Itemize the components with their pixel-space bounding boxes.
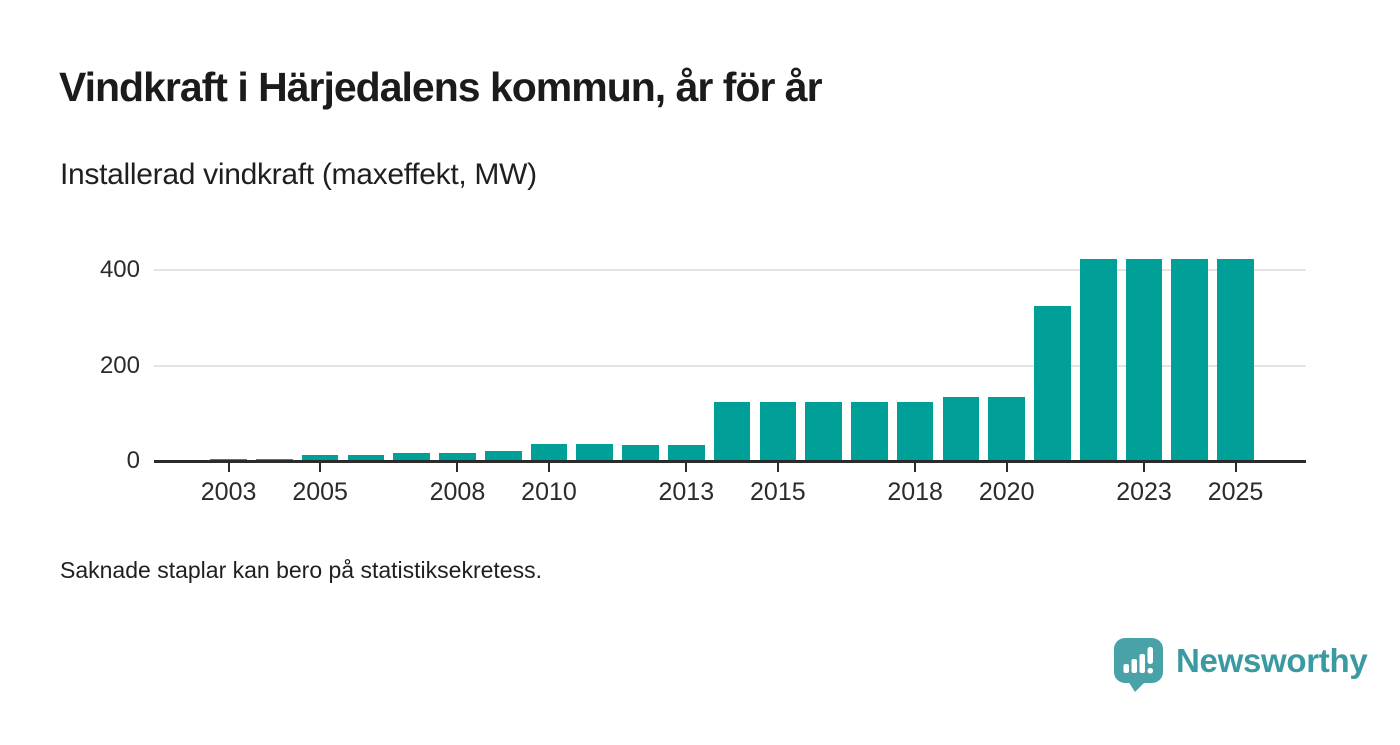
- x-tick-2018: [914, 462, 917, 472]
- footnote: Saknade staplar kan bero på statistiksek…: [60, 557, 542, 583]
- x-tick-2013: [685, 462, 688, 472]
- newsworthy-logo-text: Newsworthy: [1176, 642, 1368, 679]
- x-axis-label-2023: 2023: [1116, 478, 1172, 506]
- bar-2023: [1125, 259, 1163, 461]
- bar-2018: [896, 401, 934, 461]
- x-axis-label-2003: 2003: [200, 478, 257, 506]
- bar-2025: [1217, 259, 1254, 461]
- bar-2020: [988, 397, 1025, 461]
- x-tick-2003: [227, 462, 230, 472]
- x-tick-2023: [1143, 462, 1145, 472]
- bar-2009: [484, 451, 522, 461]
- x-axis-label-2015: 2015: [750, 478, 806, 506]
- bar-2017: [851, 401, 888, 461]
- x-axis-line: [154, 459, 1306, 463]
- bar-2010: [530, 444, 568, 461]
- newsworthy-logo-icon: [1114, 638, 1163, 692]
- x-tick-2015: [776, 462, 779, 472]
- gridline-200: [154, 364, 1306, 367]
- chart-title: Vindkraft i Härjedalens kommun, år för å…: [59, 64, 823, 110]
- bar-2007: [393, 452, 430, 461]
- bar-2021: [1034, 306, 1071, 461]
- x-tick-2010: [547, 462, 550, 472]
- y-axis-label-0: 0: [126, 447, 140, 474]
- bar-2013: [668, 444, 705, 461]
- bar-2015: [759, 401, 797, 461]
- x-axis-label-2008: 2008: [429, 478, 486, 506]
- bar-2005: [301, 454, 339, 461]
- x-tick-2020: [1005, 462, 1008, 472]
- x-axis-label-2013: 2013: [658, 478, 715, 506]
- x-axis-label-2018: 2018: [887, 478, 943, 506]
- y-axis-label-200: 200: [99, 351, 140, 379]
- bar-2022: [1079, 259, 1117, 461]
- x-axis-label-2005: 2005: [292, 478, 348, 506]
- bar-2012: [622, 444, 659, 461]
- bar-2024: [1171, 259, 1209, 461]
- bar-2011: [576, 444, 614, 461]
- x-tick-2025: [1234, 462, 1237, 472]
- gridline-400: [154, 269, 1306, 271]
- x-axis-label-2020: 2020: [978, 478, 1035, 506]
- x-tick-2008: [456, 462, 459, 472]
- bar-2014: [713, 401, 751, 461]
- x-tick-2005: [319, 462, 322, 472]
- newsworthy-logo: Newsworthy: [1113, 637, 1368, 693]
- bar-2016: [805, 401, 842, 461]
- x-axis-label-2010: 2010: [521, 478, 577, 506]
- bar-2006: [347, 454, 385, 461]
- y-axis-label-400: 400: [99, 256, 140, 283]
- x-axis-label-2025: 2025: [1207, 478, 1264, 506]
- bar-2008: [439, 453, 476, 461]
- bar-2019: [942, 397, 980, 461]
- chart-subtitle: Installerad vindkraft (maxeffekt, MW): [60, 158, 537, 191]
